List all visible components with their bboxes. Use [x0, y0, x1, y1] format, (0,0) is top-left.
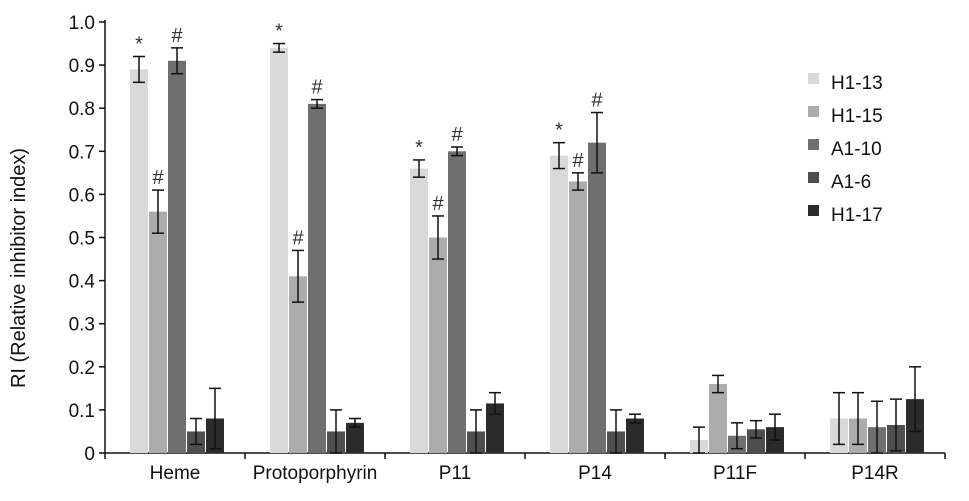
hash-mark: # — [152, 167, 164, 189]
y-tick-label: 0.7 — [69, 142, 95, 163]
asterisk-mark: * — [275, 21, 283, 43]
bar — [486, 403, 504, 453]
hash-mark: # — [432, 193, 444, 215]
bar — [289, 276, 307, 453]
y-tick-label: 1.0 — [69, 13, 95, 34]
y-tick-label: 0.9 — [69, 56, 95, 77]
y-tick-label: 0.5 — [69, 229, 95, 250]
bar — [747, 429, 765, 453]
asterisk-mark: * — [415, 137, 423, 159]
legend-swatch — [808, 73, 819, 84]
x-tick-label: P11 — [439, 463, 471, 484]
y-tick-label: 0.6 — [69, 185, 95, 206]
asterisk-mark: * — [135, 33, 143, 55]
y-tick-label: 0.3 — [69, 315, 95, 336]
bar — [346, 422, 364, 453]
bar — [709, 384, 727, 453]
legend-label: H1-13 — [831, 73, 883, 94]
hash-mark: # — [572, 150, 584, 172]
hash-mark: # — [591, 90, 603, 112]
bar — [130, 69, 148, 453]
bar — [569, 181, 587, 453]
hash-mark: # — [292, 227, 304, 249]
bar — [429, 237, 447, 453]
y-tick-label: 0.8 — [69, 99, 95, 120]
legend-label: H1-15 — [831, 106, 883, 127]
legend-label: A1-10 — [831, 139, 882, 160]
x-tick-label: P14 — [578, 463, 612, 484]
bar — [448, 151, 466, 454]
legend-swatch — [808, 172, 819, 183]
legend-swatch — [808, 205, 819, 216]
y-tick-label: 0.2 — [69, 358, 95, 379]
bar — [626, 418, 644, 453]
bar — [588, 142, 606, 453]
x-tick-label: Heme — [150, 463, 201, 484]
hash-mark: # — [311, 77, 323, 99]
y-tick-label: 0.4 — [69, 272, 96, 293]
legend-swatch — [808, 106, 819, 117]
y-axis-title: RI (Relative inhibitor index) — [8, 148, 30, 388]
bar — [149, 211, 167, 453]
bar — [410, 168, 428, 454]
legend-swatch — [808, 139, 819, 150]
x-tick-label: P11F — [713, 463, 757, 484]
legend: H1-13 H1-15 A1-10 A1-6 H1-17 — [808, 73, 883, 226]
hash-mark: # — [171, 25, 183, 47]
bar — [550, 155, 568, 454]
hash-mark: # — [451, 124, 463, 146]
bar — [168, 60, 186, 453]
x-tick-label: P14R — [851, 463, 899, 484]
plot-area: 0 0.1 0.2 0.3 0.4 0.5 0.6 0.7 0.8 0.9 1.0 Heme * # # Pr… — [69, 13, 946, 484]
y-tick-label: 0 — [84, 444, 95, 465]
legend-label: A1-6 — [831, 172, 871, 193]
x-tick-label: Protoporphyrin — [253, 463, 378, 484]
bar — [308, 103, 326, 453]
asterisk-mark: * — [555, 120, 563, 142]
bar — [270, 47, 288, 454]
legend-label: H1-17 — [831, 205, 883, 226]
y-tick-label: 0.1 — [69, 401, 95, 422]
